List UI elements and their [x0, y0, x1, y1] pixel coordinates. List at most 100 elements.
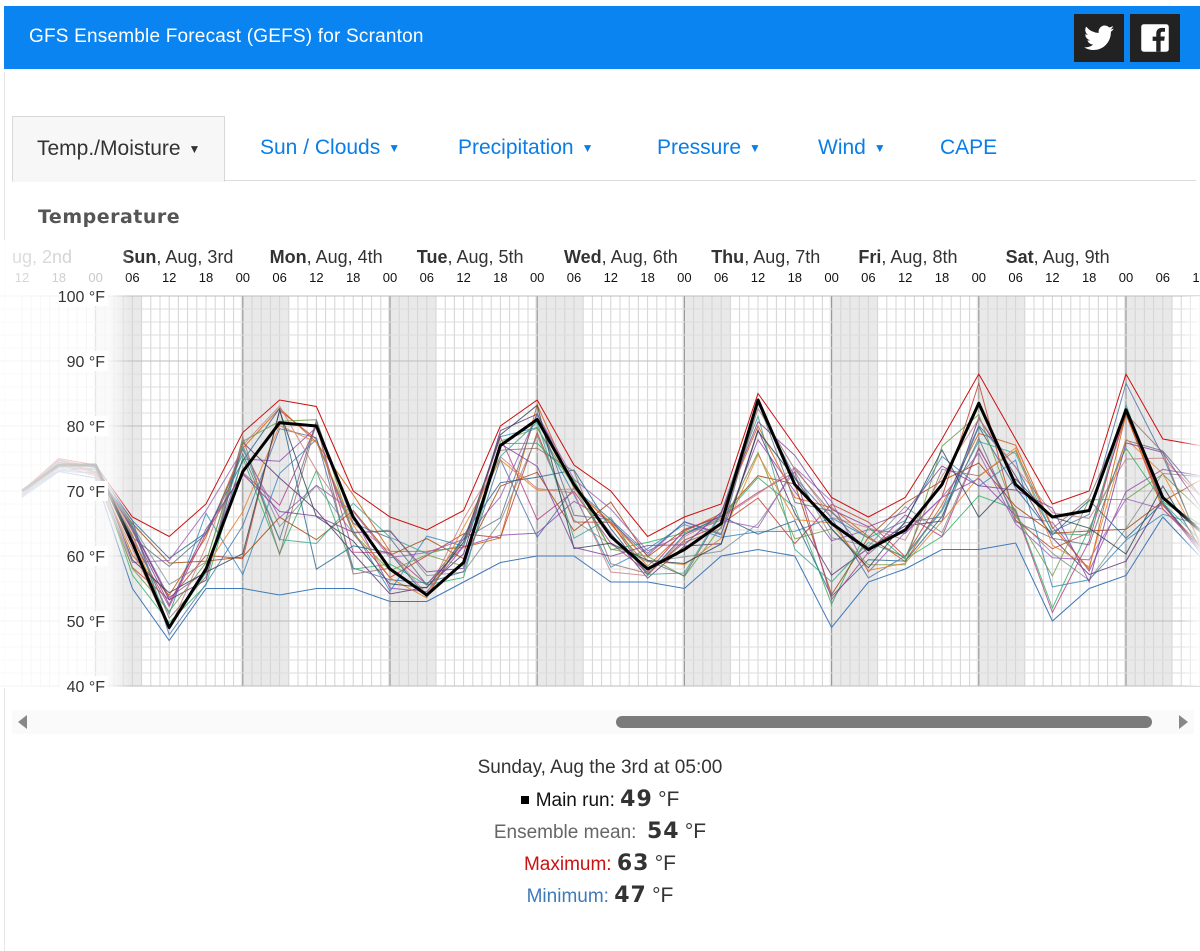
- day-label-date: , Aug, 5th: [447, 247, 523, 267]
- hour-tick-label: 00: [383, 270, 397, 285]
- tab-wind[interactable]: Wind ▼: [818, 116, 886, 181]
- hour-tick-label: 12: [604, 270, 618, 285]
- temperature-chart[interactable]: 12 18 00 06 12 18 00 06 12 18 00 06 12 18 00 06 12 18 00 06…: [0, 240, 1200, 705]
- day-label: Sun, Aug, 3rd: [122, 247, 233, 267]
- y-tick-label: 50 °F: [67, 614, 106, 631]
- tab-label: Temp./Moisture: [37, 137, 181, 160]
- tab-label: Pressure: [657, 136, 742, 159]
- unit: °F: [654, 852, 677, 875]
- ensemble-member-line: [21, 405, 1200, 631]
- ensemble-member-line: [21, 413, 1200, 613]
- main-run-marker: [520, 796, 529, 804]
- tab-label: Sun / Clouds: [260, 136, 381, 159]
- right-fade: [1180, 296, 1200, 686]
- top-bar: GFS Ensemble Forecast (GEFS) for Scranto…: [4, 6, 1200, 69]
- y-tick-label: 90 °F: [67, 354, 106, 371]
- hour-tick-label: 00: [236, 270, 250, 285]
- chart-title: Temperature: [38, 206, 181, 228]
- hour-tick-label: 06: [1156, 270, 1170, 285]
- y-tick-label: 80 °F: [67, 419, 106, 436]
- caret-down-icon: ▼: [749, 141, 761, 155]
- tooltip-main-row: Main run: 49 °F: [0, 784, 1200, 816]
- y-tick-label: 40 °F: [67, 679, 106, 696]
- day-label-weekday: Fri: [858, 247, 881, 267]
- main-run-label: Main run:: [535, 790, 615, 811]
- main-run-value: 49: [620, 787, 653, 812]
- caret-down-icon: ▼: [388, 141, 401, 155]
- tab-temp-moisture[interactable]: Temp./Moisture ▼: [12, 116, 226, 182]
- caret-down-icon: ▼: [873, 141, 886, 155]
- ensemble-member-line: [21, 413, 1200, 573]
- max-label: Maximum:: [523, 854, 612, 875]
- day-label-weekday: Sat: [1006, 247, 1034, 267]
- hour-tick-label: 12: [1045, 270, 1059, 285]
- min-value: 47: [614, 883, 647, 908]
- hour-tick-label: 18: [935, 270, 949, 285]
- hour-tick-label: 12: [456, 270, 470, 285]
- unit: °F: [658, 788, 680, 811]
- y-tick-label: 60 °F: [67, 549, 106, 566]
- day-label-date: , Aug, 4th: [307, 247, 383, 267]
- ensemble-member-line: [21, 442, 1200, 624]
- day-label-weekday: Tue: [417, 247, 448, 267]
- hour-tick-label: 06: [1008, 270, 1022, 285]
- mean-value: 54: [647, 819, 680, 844]
- hour-tick-label: 12: [309, 270, 323, 285]
- day-label: Fri, Aug, 8th: [858, 247, 957, 267]
- tab-precipitation[interactable]: Precipitation ▼: [458, 116, 593, 181]
- ensemble-member-line: [21, 413, 1200, 601]
- ensemble-member-line: [21, 426, 1200, 616]
- caret-down-icon: ▼: [188, 142, 201, 156]
- day-label-weekday: Sun: [122, 247, 156, 267]
- tooltip-max-row: Maximum: 63 °F: [0, 848, 1200, 880]
- twitter-button[interactable]: [1074, 14, 1124, 62]
- y-label-bg: [60, 546, 108, 566]
- day-label: Sat, Aug, 9th: [1006, 247, 1110, 267]
- unit: °F: [684, 820, 707, 843]
- tab-pressure[interactable]: Pressure ▼: [657, 116, 761, 181]
- hour-tick-label: 12: [162, 270, 176, 285]
- mean-label: Ensemble mean:: [493, 822, 637, 843]
- ensemble-member-line: [21, 399, 1200, 586]
- hour-tick-label: 12: [1192, 270, 1200, 285]
- tab-cape[interactable]: CAPE: [940, 116, 997, 181]
- scrollbar-thumb[interactable]: [616, 716, 1152, 728]
- ensemble-member-line: [21, 407, 1200, 599]
- hour-tick-label: 18: [493, 270, 507, 285]
- facebook-icon: [1141, 24, 1169, 52]
- y-label-bg: [60, 676, 108, 696]
- hour-tick-label: 00: [972, 270, 986, 285]
- hour-tick-label: 18: [346, 270, 360, 285]
- day-label: Wed, Aug, 6th: [564, 247, 678, 267]
- day-label-weekday: Thu: [711, 247, 744, 267]
- hour-tick-label: 00: [824, 270, 838, 285]
- hour-tick-label: 00: [530, 270, 544, 285]
- tab-label: Wind: [818, 136, 866, 159]
- hour-tick-label: 18: [788, 270, 802, 285]
- y-tick-label: 70 °F: [67, 484, 106, 501]
- y-label-bg: [60, 286, 108, 306]
- scroll-left-icon[interactable]: [18, 715, 27, 729]
- hour-tick-label: 00: [1119, 270, 1133, 285]
- day-label-date: , Aug, 8th: [881, 247, 957, 267]
- unit: °F: [652, 884, 674, 907]
- scroll-right-icon[interactable]: [1179, 715, 1188, 729]
- y-label-bg: [60, 611, 108, 631]
- ensemble-member-line: [21, 424, 1200, 630]
- tooltip-min-row: Minimum: 47 °F: [0, 880, 1200, 912]
- day-label-weekday: Wed: [564, 247, 602, 267]
- tab-bar: Temp./Moisture ▼ Sun / Clouds ▼ Precipitat…: [12, 116, 1196, 182]
- minimum-line: [21, 470, 1200, 642]
- chart-scrollbar[interactable]: [12, 710, 1194, 734]
- caret-down-icon: ▼: [581, 141, 594, 155]
- day-label: Tue, Aug, 5th: [417, 247, 524, 267]
- day-label-date: , Aug, 7th: [744, 247, 820, 267]
- hour-tick-label: 18: [640, 270, 654, 285]
- tab-label: Precipitation: [458, 136, 574, 159]
- ensemble-member-line: [21, 426, 1200, 599]
- day-label-date: , Aug, 9th: [1034, 247, 1110, 267]
- tab-sun-clouds[interactable]: Sun / Clouds ▼: [260, 116, 400, 181]
- hour-tick-label: 06: [272, 270, 286, 285]
- day-label-weekday: Mon: [270, 247, 307, 267]
- facebook-button[interactable]: [1130, 14, 1180, 62]
